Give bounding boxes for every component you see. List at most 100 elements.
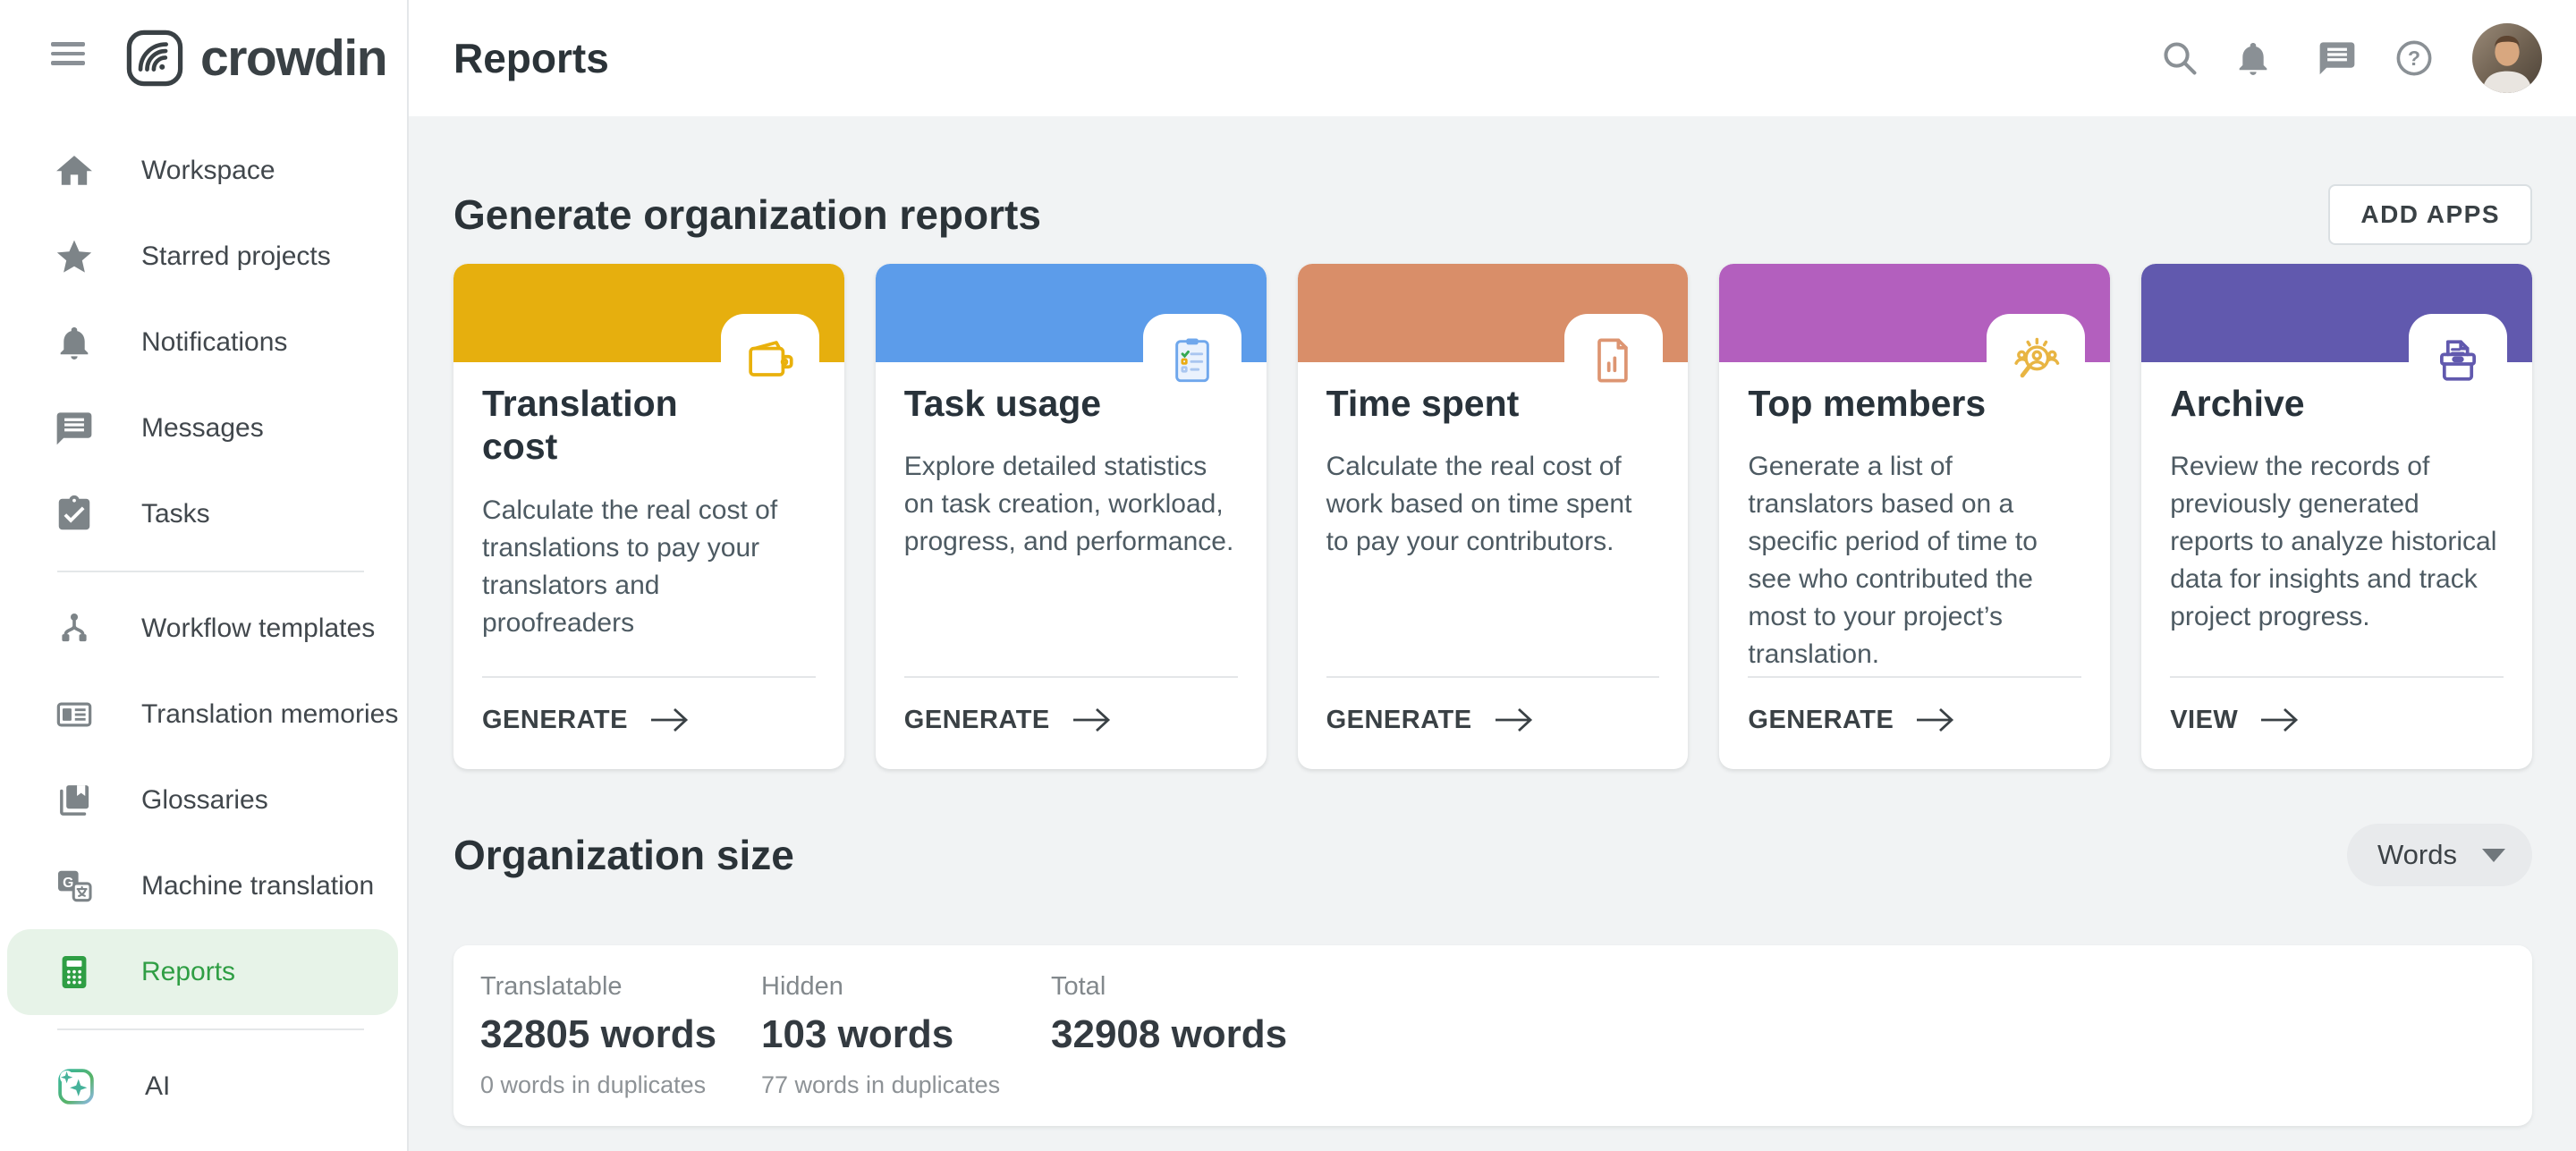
search-icon — [2164, 42, 2197, 75]
report-card-translation-cost: Translation cost Calculate the real cost… — [453, 264, 844, 769]
organization-size-card: Translatable 32805 words 0 words in dupl… — [453, 945, 2532, 1126]
card-footer: VIEW — [2141, 676, 2532, 769]
stat-hidden: Hidden 103 words 77 words in duplicates — [761, 972, 1051, 1126]
card-body: Translation cost Calculate the real cost… — [453, 362, 844, 676]
generate-label: GENERATE — [482, 705, 628, 734]
sidebar-item-label: Tasks — [141, 499, 210, 529]
menu-button[interactable] — [51, 42, 85, 74]
card-band — [1719, 264, 2111, 407]
sidebar-item-notifications[interactable]: Notifications — [0, 300, 407, 385]
arrow-right-icon — [2261, 707, 2299, 732]
star-icon — [56, 240, 92, 273]
ai-sparkles-icon — [58, 1069, 94, 1104]
stat-label: Translatable — [480, 972, 623, 1001]
card-footer: GENERATE — [453, 676, 844, 769]
report-card-top-members: Top members Generate a list of translato… — [1719, 264, 2111, 769]
chat-icon — [56, 412, 92, 445]
sidebar-divider-line — [407, 0, 409, 1151]
arrow-right-icon — [1495, 707, 1532, 732]
sidebar-item-translation-memories[interactable]: Translation memories — [0, 672, 407, 757]
sidebar-item-messages[interactable]: Messages — [0, 385, 407, 471]
glossary-icon — [60, 785, 89, 816]
bell-icon — [60, 326, 89, 360]
chevron-down-icon — [2482, 848, 2505, 862]
generate-label: GENERATE — [1748, 705, 1894, 734]
sidebar-item-label: Glossaries — [141, 785, 268, 815]
report-card-archive: Archive Review the records of previously… — [2141, 264, 2532, 769]
card-footer: GENERATE — [876, 676, 1267, 769]
card-description: Explore detailed statistics on task crea… — [903, 452, 1234, 557]
card-icon-badge — [1564, 314, 1664, 407]
card-body: Top members Generate a list of translato… — [1719, 362, 2110, 676]
stat-value: 103 words — [761, 1012, 954, 1056]
card-icon-badge — [1987, 314, 2086, 407]
card-body: Archive Review the records of previously… — [2141, 362, 2532, 676]
messages-button[interactable] — [2317, 38, 2358, 79]
generate-link[interactable]: GENERATE — [482, 705, 816, 735]
view-link[interactable]: VIEW — [2170, 705, 2504, 735]
calculator-icon — [62, 955, 87, 989]
card-footer: GENERATE — [1719, 676, 2110, 769]
notifications-button[interactable] — [2233, 38, 2274, 79]
card-band — [2141, 264, 2532, 407]
report-card-task-usage: Task usage Explore detailed statistics o… — [875, 264, 1267, 769]
page-title: Reports — [453, 35, 609, 81]
card-description: Calculate the real cost of translations … — [482, 495, 778, 638]
wallet-icon — [749, 341, 793, 377]
svg-text:G: G — [63, 876, 73, 891]
document-chart-icon — [1597, 338, 1629, 383]
crowdin-logo[interactable]: crowdin — [125, 0, 388, 116]
sidebar-item-workspace[interactable]: Workspace — [0, 128, 407, 214]
sidebar-item-glossaries[interactable]: Glossaries — [0, 757, 407, 843]
sidebar-item-label: Machine translation — [141, 871, 375, 901]
avatar-photo — [2472, 23, 2542, 93]
card-title: Time spent — [1326, 383, 1520, 424]
card-description: Review the records of previously generat… — [2170, 452, 2497, 632]
card-icon-badge — [1142, 314, 1241, 407]
card-footer: GENERATE — [1298, 676, 1689, 769]
task-checklist-icon — [1174, 338, 1209, 383]
generate-link[interactable]: GENERATE — [1748, 705, 2081, 735]
unit-selector[interactable]: Words — [2346, 824, 2532, 886]
section-title-organization-size: Organization size — [453, 832, 794, 878]
translation-memory-icon — [56, 702, 92, 727]
sidebar-item-label: Notifications — [141, 327, 288, 357]
help-button[interactable]: ? — [2394, 38, 2435, 79]
card-description: Calculate the real cost of work based on… — [1326, 452, 1632, 557]
sidebar-item-label: Starred projects — [141, 241, 331, 271]
sidebar-item-label: Workflow templates — [141, 614, 376, 643]
sidebar-item-reports[interactable]: Reports — [7, 929, 398, 1015]
search-button[interactable] — [2159, 38, 2200, 79]
main-content: Generate organization reports ADD APPS T… — [409, 116, 2576, 1151]
crowdin-logo-icon — [126, 30, 183, 87]
stat-label: Hidden — [761, 972, 843, 1001]
clipboard-check-icon — [58, 495, 90, 530]
add-apps-button[interactable]: ADD APPS — [2328, 184, 2532, 245]
arrow-right-icon — [1072, 707, 1110, 732]
sidebar-item-tasks[interactable]: Tasks — [0, 471, 407, 557]
arrow-right-icon — [1917, 707, 1954, 732]
arrow-right-icon — [650, 707, 689, 732]
workflow-icon — [62, 613, 87, 642]
sidebar-item-starred-projects[interactable]: Starred projects — [0, 214, 407, 300]
stat-label: Total — [1051, 972, 1106, 1001]
crowdin-wordmark: crowdin — [200, 30, 388, 87]
card-title: Task usage — [903, 383, 1102, 424]
card-band — [875, 264, 1267, 407]
generate-link[interactable]: GENERATE — [904, 705, 1238, 735]
report-cards: Translation cost Calculate the real cost… — [453, 264, 2532, 769]
card-divider — [903, 676, 1238, 678]
unit-selector-value: Words — [2377, 839, 2457, 870]
sidebar-item-workflow-templates[interactable]: Workflow templates — [0, 586, 407, 672]
stat-value: 32908 words — [1051, 1012, 1288, 1056]
sidebar-item-ai[interactable]: AI — [0, 1044, 407, 1130]
generate-link[interactable]: GENERATE — [1326, 705, 1660, 735]
stat-sublabel: 0 words in duplicates — [480, 1071, 707, 1098]
user-avatar[interactable] — [2472, 23, 2542, 93]
sidebar-item-machine-translation[interactable]: G Machine translation — [0, 843, 407, 929]
card-divider — [482, 676, 816, 678]
card-title: Translation cost — [482, 383, 678, 468]
card-divider — [2170, 676, 2504, 678]
sidebar-item-label: Translation memories — [141, 699, 399, 729]
sidebar: Workspace Starred projects Notifications… — [0, 116, 407, 1151]
